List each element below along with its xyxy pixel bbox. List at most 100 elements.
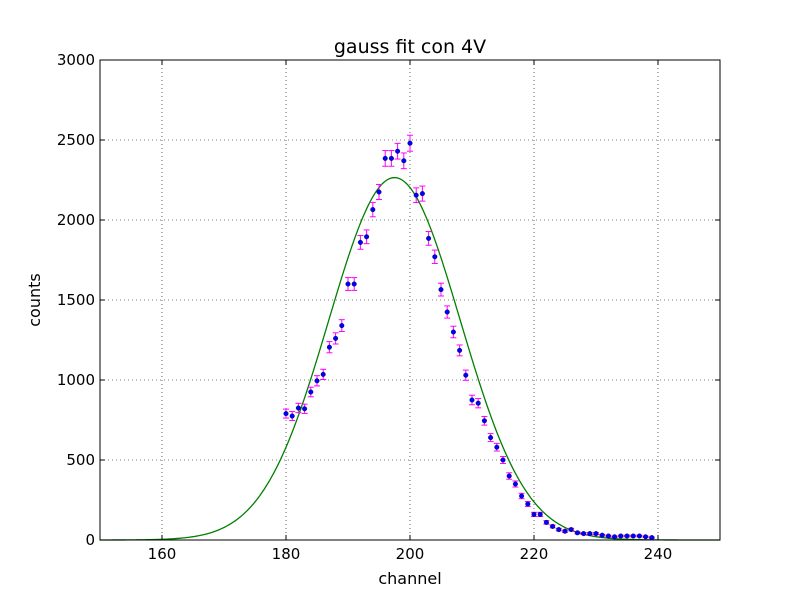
data-point [462,369,469,381]
point-marker [581,531,587,537]
point-marker [624,533,630,539]
x-tick-label: 160 [148,545,177,563]
data-point [611,534,618,540]
data-point [431,249,438,265]
y-tick-label: 2000 [57,211,95,229]
fit-curve-layer [100,176,720,541]
data-point [326,341,333,354]
data-point [425,231,432,246]
data-point [283,408,289,419]
data-point [307,386,314,398]
data-point [624,533,630,539]
point-marker [450,329,456,335]
data-point [394,142,401,160]
point-marker [636,533,642,539]
data-point [419,185,426,202]
data-point [407,134,413,152]
point-marker [531,511,537,517]
data-point [642,534,649,540]
point-marker [556,527,562,533]
point-marker [314,378,320,384]
data-point [400,152,407,170]
data-point [543,519,550,525]
data-point [320,368,327,381]
point-marker [419,191,425,197]
point-marker [401,158,407,164]
data-point [568,527,575,533]
data-point [605,533,612,539]
point-marker [599,532,605,538]
data-point [314,375,320,387]
y-tick-label: 0 [85,531,95,549]
data-point [630,533,637,539]
point-marker [463,372,469,378]
data-point [512,480,519,488]
point-marker [426,235,432,241]
data-point [580,531,587,537]
y-tick-label: 1500 [57,291,95,309]
data-point [332,332,339,345]
point-marker [537,511,543,517]
point-marker [351,281,357,287]
point-marker [295,405,301,411]
data-point [493,442,500,452]
x-tick-label: 220 [520,545,549,563]
data-point [438,282,444,297]
point-marker [413,192,419,198]
point-marker [376,189,382,195]
data-point [301,403,308,414]
point-marker [612,534,618,540]
point-marker [543,519,549,525]
point-marker [475,400,481,406]
data-point [376,183,382,201]
point-marker [308,389,314,395]
point-marker [488,435,494,441]
data-point [295,402,302,414]
point-marker [326,344,332,350]
point-marker [444,309,450,315]
data-point [524,501,531,507]
point-marker [320,371,326,377]
point-marker [605,533,611,539]
point-marker [364,234,370,240]
point-marker [357,239,363,245]
point-marker [574,530,580,536]
point-marker [500,457,506,463]
data-point [289,411,296,421]
data-point [586,531,593,537]
point-marker [525,501,531,507]
data-point [450,325,457,339]
point-marker [630,533,636,539]
data-point [518,492,525,500]
y-tick-label: 1000 [57,371,95,389]
point-marker [587,531,593,537]
data-points-layer [283,134,655,541]
point-marker [382,155,388,161]
x-tick-label: 200 [396,545,425,563]
data-point [338,319,345,333]
data-point [456,344,463,357]
data-point [475,398,482,409]
data-point [593,531,599,537]
y-axis-title: counts [25,273,44,326]
point-marker [339,323,345,329]
point-marker [345,281,351,287]
ticks: 160 180 200 220 240 0 500 1000 1500 2000 2500 3000 [57,51,720,563]
data-point [617,533,624,539]
point-marker [289,413,295,419]
data-point [549,523,556,529]
data-point [345,277,351,291]
x-axis-title: channel [378,569,441,588]
point-marker [283,411,289,417]
point-marker [562,528,568,534]
data-point [537,511,544,517]
data-point [487,433,494,443]
data-point [351,277,358,291]
x-tick-label: 240 [644,545,673,563]
data-point [481,415,488,426]
point-marker [649,535,655,541]
data-point [500,455,506,465]
data-point [636,533,643,539]
x-tick-label: 180 [272,545,301,563]
